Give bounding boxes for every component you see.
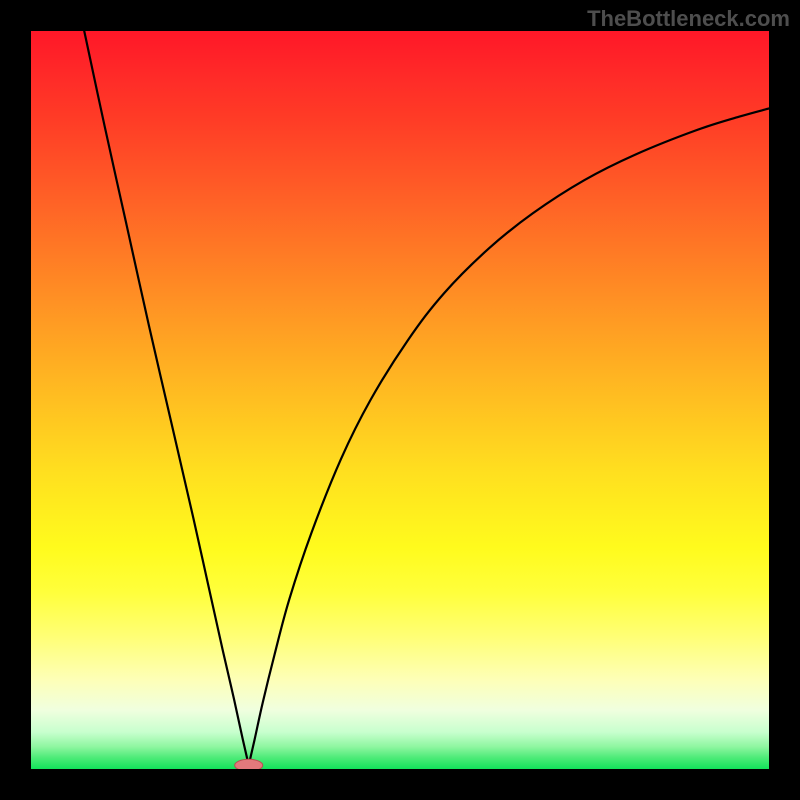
watermark-label: TheBottleneck.com xyxy=(587,6,790,32)
bottleneck-chart: TheBottleneck.com xyxy=(0,0,800,800)
chart-canvas xyxy=(0,0,800,800)
